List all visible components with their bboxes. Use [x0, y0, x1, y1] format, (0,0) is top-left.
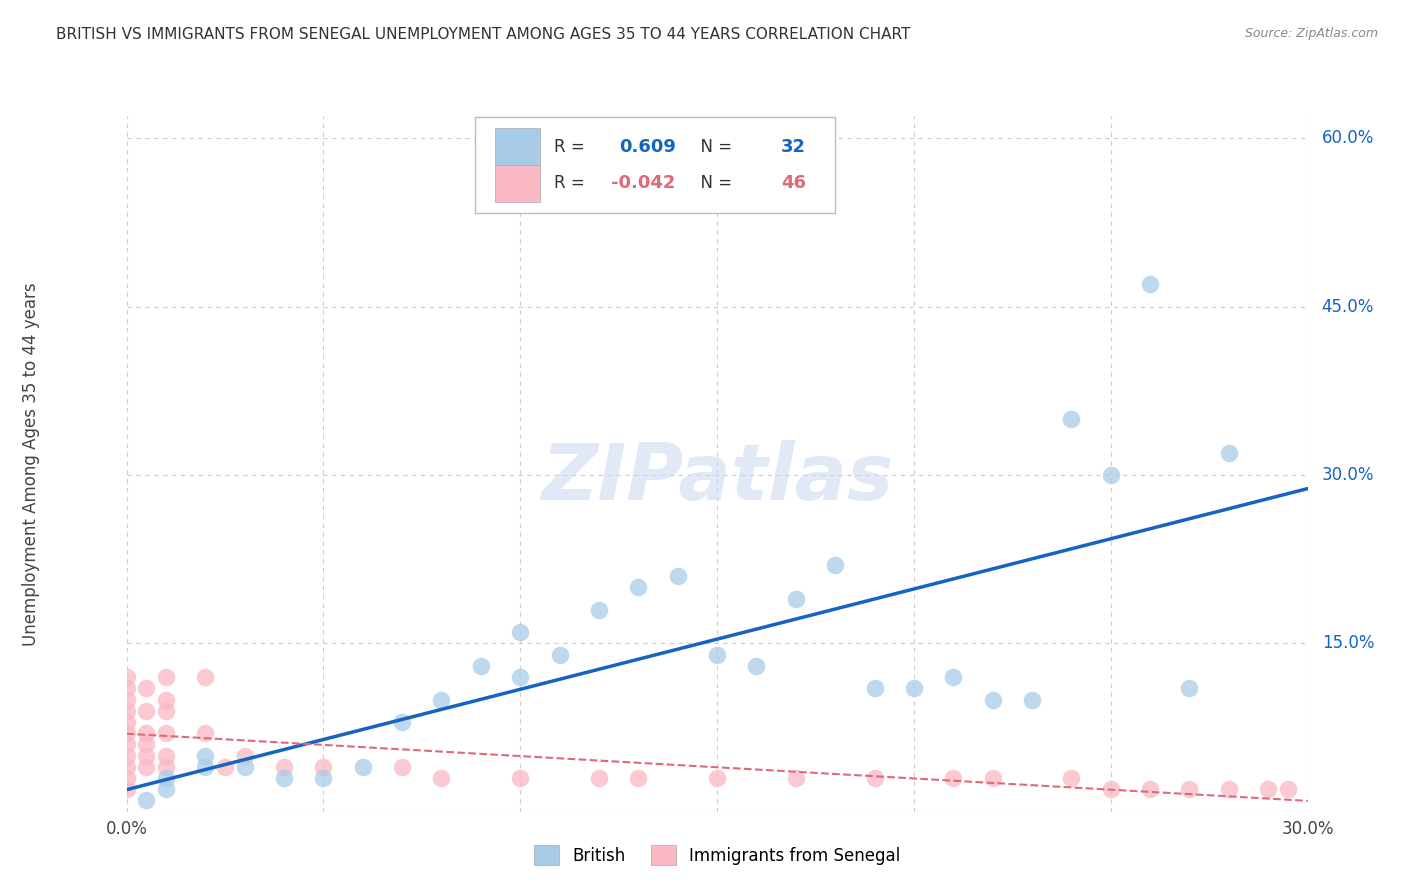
Point — [588, 603, 610, 617]
Point — [1218, 782, 1240, 797]
Point — [194, 748, 217, 763]
Point — [135, 793, 157, 807]
Point — [115, 704, 138, 718]
Point — [115, 681, 138, 696]
Point — [135, 760, 157, 774]
Bar — [495, 165, 540, 202]
Point — [863, 681, 886, 696]
Point — [1139, 782, 1161, 797]
Point — [1277, 782, 1299, 797]
Point — [115, 771, 138, 785]
Point — [155, 760, 177, 774]
Text: Unemployment Among Ages 35 to 44 years: Unemployment Among Ages 35 to 44 years — [22, 282, 39, 646]
Point — [391, 714, 413, 729]
Point — [981, 771, 1004, 785]
Point — [706, 771, 728, 785]
Point — [509, 670, 531, 684]
Point — [155, 771, 177, 785]
Point — [1218, 445, 1240, 459]
Point — [1060, 771, 1083, 785]
Point — [194, 726, 217, 740]
Point — [430, 692, 453, 706]
Text: N =: N = — [690, 137, 737, 155]
Point — [706, 648, 728, 662]
Text: 60.0%: 60.0% — [1322, 129, 1374, 147]
Point — [214, 760, 236, 774]
Point — [1021, 692, 1043, 706]
Point — [155, 748, 177, 763]
Point — [115, 670, 138, 684]
Point — [135, 681, 157, 696]
Point — [155, 704, 177, 718]
Text: 46: 46 — [780, 175, 806, 193]
Point — [115, 726, 138, 740]
Point — [1060, 412, 1083, 426]
Point — [666, 569, 689, 583]
Text: 30.0%: 30.0% — [1322, 466, 1374, 484]
Text: -0.042: -0.042 — [610, 175, 675, 193]
Point — [745, 658, 768, 673]
Point — [1178, 782, 1201, 797]
Point — [312, 771, 335, 785]
Point — [194, 760, 217, 774]
Point — [588, 771, 610, 785]
Text: 45.0%: 45.0% — [1322, 298, 1374, 316]
Point — [942, 670, 965, 684]
Text: 32: 32 — [780, 137, 806, 155]
Point — [135, 704, 157, 718]
Point — [1139, 277, 1161, 292]
Point — [135, 738, 157, 752]
Text: N =: N = — [690, 175, 737, 193]
Point — [903, 681, 925, 696]
Text: 15.0%: 15.0% — [1322, 634, 1374, 652]
Text: ZIPatlas: ZIPatlas — [541, 440, 893, 516]
Point — [430, 771, 453, 785]
Point — [115, 738, 138, 752]
Legend: British, Immigrants from Senegal: British, Immigrants from Senegal — [526, 837, 908, 873]
Bar — [495, 128, 540, 165]
Point — [509, 625, 531, 640]
Point — [155, 670, 177, 684]
Point — [115, 748, 138, 763]
Point — [785, 771, 807, 785]
Point — [627, 771, 650, 785]
Point — [233, 748, 256, 763]
Text: R =: R = — [554, 137, 591, 155]
Text: 0.609: 0.609 — [619, 137, 676, 155]
Point — [115, 692, 138, 706]
Point — [155, 692, 177, 706]
Point — [352, 760, 374, 774]
Point — [1257, 782, 1279, 797]
Text: R =: R = — [554, 175, 591, 193]
Point — [273, 760, 295, 774]
Point — [391, 760, 413, 774]
Point — [135, 748, 157, 763]
Point — [273, 771, 295, 785]
Point — [155, 782, 177, 797]
Point — [824, 558, 846, 572]
Point — [135, 726, 157, 740]
FancyBboxPatch shape — [475, 118, 835, 213]
Point — [312, 760, 335, 774]
Point — [115, 714, 138, 729]
Point — [1099, 782, 1122, 797]
Text: Source: ZipAtlas.com: Source: ZipAtlas.com — [1244, 27, 1378, 40]
Point — [981, 692, 1004, 706]
Point — [155, 726, 177, 740]
Point — [470, 658, 492, 673]
Text: BRITISH VS IMMIGRANTS FROM SENEGAL UNEMPLOYMENT AMONG AGES 35 TO 44 YEARS CORREL: BRITISH VS IMMIGRANTS FROM SENEGAL UNEMP… — [56, 27, 911, 42]
Point — [509, 771, 531, 785]
Point — [548, 648, 571, 662]
Point — [115, 760, 138, 774]
Point — [785, 591, 807, 606]
Point — [1178, 681, 1201, 696]
Point — [233, 760, 256, 774]
Point — [194, 670, 217, 684]
Point — [627, 580, 650, 594]
Point — [1099, 468, 1122, 483]
Point — [115, 782, 138, 797]
Point — [863, 771, 886, 785]
Point — [942, 771, 965, 785]
